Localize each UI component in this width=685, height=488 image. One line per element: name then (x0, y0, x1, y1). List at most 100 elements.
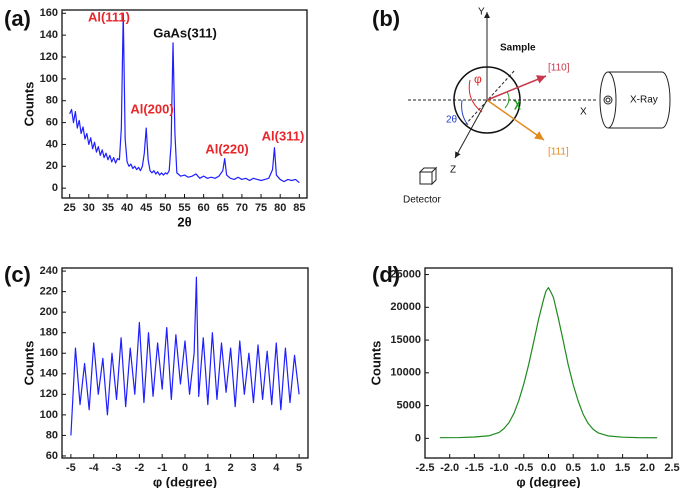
x-tick-label: -1.5 (465, 462, 484, 474)
two-theta-label: 2θ (446, 115, 458, 126)
x-tick-label: -0.5 (514, 462, 533, 474)
peak-annotation: Al(111) (88, 9, 130, 24)
plot-frame (61, 9, 308, 199)
x-tick-label: 55 (178, 202, 190, 214)
x-tick-label: 2 (228, 462, 234, 474)
peak-annotation: Al(311) (262, 128, 305, 143)
x-tick-label: 75 (255, 202, 267, 214)
x-axis-label: φ (degree) (516, 474, 580, 488)
y-tick-label: 5000 (397, 399, 421, 411)
y-tick-label: 160 (40, 347, 58, 359)
x-tick-label: 4 (273, 462, 280, 474)
y-tick-label: 15000 (390, 334, 421, 346)
x-tick-label: 1.0 (590, 462, 605, 474)
y-axis-label: Counts (21, 82, 36, 127)
z-axis (454, 99, 488, 159)
x-tick-label: 3 (250, 462, 256, 474)
y-tick-label: 80 (46, 95, 58, 107)
y-tick-label: 140 (40, 368, 58, 380)
y-axis-label: Counts (368, 341, 383, 386)
sample-circle (453, 66, 521, 134)
x-tick-label: -1.0 (490, 462, 509, 474)
y-tick-label: 40 (46, 138, 58, 150)
x-tick-label: -2.5 (416, 462, 435, 474)
panel-label: (d) (372, 262, 400, 287)
panel-label: (c) (4, 262, 31, 287)
x-tick-label: 1.5 (615, 462, 630, 474)
x-tick-label: 1 (205, 462, 211, 474)
z-axis-label: Z (450, 165, 456, 176)
x-tick-label: -2.0 (440, 462, 459, 474)
x-tick-label: 50 (159, 202, 171, 214)
x-tick-label: 35 (102, 202, 114, 214)
detector-label: Detector (403, 195, 441, 206)
dir-111 (486, 99, 545, 141)
y-tick-label: 60 (46, 116, 58, 128)
y-tick-label: 120 (40, 51, 58, 63)
y-tick-label: 180 (40, 327, 58, 339)
phi-arc (468, 79, 483, 113)
x-axis-label: X (580, 107, 587, 118)
y-tick-label: 200 (40, 306, 58, 318)
panel-label: (b) (372, 6, 400, 31)
dir-110-label: [110] (548, 63, 570, 74)
x-tick-label: 70 (236, 202, 248, 214)
y-tick-label: 160 (40, 7, 58, 19)
dir-110 (486, 75, 547, 101)
y-tick-label: 80 (46, 429, 58, 441)
y-tick-label: 0 (52, 182, 58, 194)
data-line (69, 12, 300, 184)
peak-annotation: GaAs(311) (153, 25, 217, 40)
x-axis-label: 2θ (177, 214, 191, 229)
x-tick-label: 25 (64, 202, 76, 214)
detector-icon (418, 166, 438, 186)
x-tick-label: 60 (198, 202, 210, 214)
two-theta-arc (461, 99, 469, 126)
x-tick-label: 5 (296, 462, 302, 474)
x-tick-label: 30 (83, 202, 95, 214)
data-line (439, 287, 658, 439)
sample-label: Sample (500, 43, 536, 54)
plot-frame (424, 267, 673, 459)
y-tick-label: 220 (40, 286, 58, 298)
y-tick-label: 120 (40, 388, 58, 400)
y-tick-label: 100 (40, 409, 58, 421)
dir-111-label: [111] (548, 147, 569, 158)
y-tick-label: 20000 (390, 301, 421, 313)
y-tick-label: 10000 (390, 367, 421, 379)
phi-label: φ (474, 72, 482, 86)
x-tick-label: 2.5 (664, 462, 679, 474)
panel-label: (a) (4, 6, 31, 31)
x-tick-label: -4 (89, 462, 100, 474)
diagram: (b) Y X Sample [110] [111] Z φ χ 2θ Dete… (372, 6, 671, 206)
x-tick-label: 2.0 (640, 462, 655, 474)
peak-annotation: Al(220) (205, 141, 248, 156)
y-axis-label: Y (478, 7, 485, 18)
sample-plane (464, 69, 516, 126)
y-tick-label: 60 (46, 450, 58, 462)
chi-arc (504, 91, 510, 109)
chi-label: χ (514, 96, 521, 110)
y-axis-label: Counts (21, 341, 36, 386)
y-tick-label: 240 (40, 265, 58, 277)
peak-annotation: Al(200) (130, 101, 173, 116)
plot-frame (61, 267, 309, 459)
x-tick-label: -2 (134, 462, 144, 474)
y-tick-label: 0 (415, 432, 421, 444)
y-tick-label: 20 (46, 160, 58, 172)
x-tick-label: 0.0 (541, 462, 556, 474)
data-line (70, 276, 300, 436)
y-tick-label: 140 (40, 29, 58, 41)
x-tick-label: -5 (66, 462, 76, 474)
y-tick-label: 25000 (390, 268, 421, 280)
x-axis-label: φ (degree) (153, 474, 217, 488)
x-tick-label: -3 (112, 462, 122, 474)
xray-tube (599, 71, 671, 129)
y-tick-label: 100 (40, 73, 58, 85)
x-tick-label: 0.5 (566, 462, 581, 474)
x-tick-label: 45 (140, 202, 152, 214)
xray-label: X-Ray (630, 95, 658, 106)
x-tick-label: 80 (274, 202, 286, 214)
x-tick-label: 0 (182, 462, 188, 474)
